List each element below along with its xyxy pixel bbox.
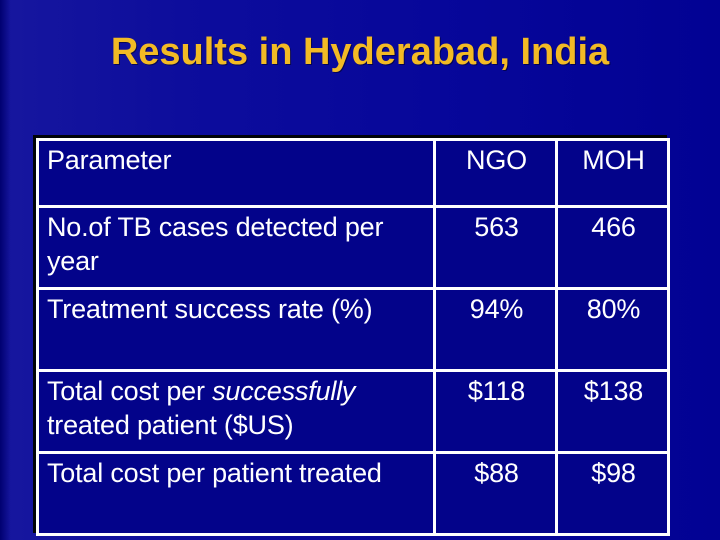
table-row-cost-treated: Total cost per patient treated $88 $98 (36, 451, 670, 536)
row-label-cost-treated: Total cost per patient treated (36, 451, 436, 536)
value-success-rate-moh: 80% (555, 287, 670, 372)
table-row-cost-successful: Total cost per successfully treated pati… (36, 369, 670, 454)
slide-title: Results in Hyderabad, India (110, 31, 610, 73)
value-tb-cases-moh: 466 (555, 205, 670, 290)
table-row-success-rate: Treatment success rate (%) 94% 80% (36, 287, 670, 372)
row-label-cost-successful-post: treated patient ($US) (47, 409, 294, 440)
value-tb-cases-ngo: 563 (433, 205, 558, 290)
header-cell-parameter: Parameter (36, 138, 436, 208)
row-label-cost-successful: Total cost per successfully treated pati… (36, 369, 436, 454)
row-label-cost-successful-pre: Total cost per (47, 376, 213, 406)
row-label-cost-successful-italic: successfully (212, 376, 356, 406)
value-cost-successful-ngo: $118 (433, 369, 558, 454)
row-label-tb-cases: No.of TB cases detected per year (36, 205, 436, 290)
value-cost-successful-moh: $138 (555, 369, 670, 454)
value-success-rate-ngo: 94% (433, 287, 558, 372)
header-cell-moh: MOH (555, 138, 670, 208)
results-table: Parameter NGO MOH No.of TB cases detecte… (36, 138, 670, 536)
value-cost-treated-ngo: $88 (433, 451, 558, 536)
table-row-tb-cases: No.of TB cases detected per year 563 466 (36, 205, 670, 290)
table-header-row: Parameter NGO MOH (36, 138, 670, 208)
header-cell-ngo: NGO (433, 138, 558, 208)
row-label-success-rate: Treatment success rate (%) (36, 287, 436, 372)
value-cost-treated-moh: $98 (555, 451, 670, 536)
